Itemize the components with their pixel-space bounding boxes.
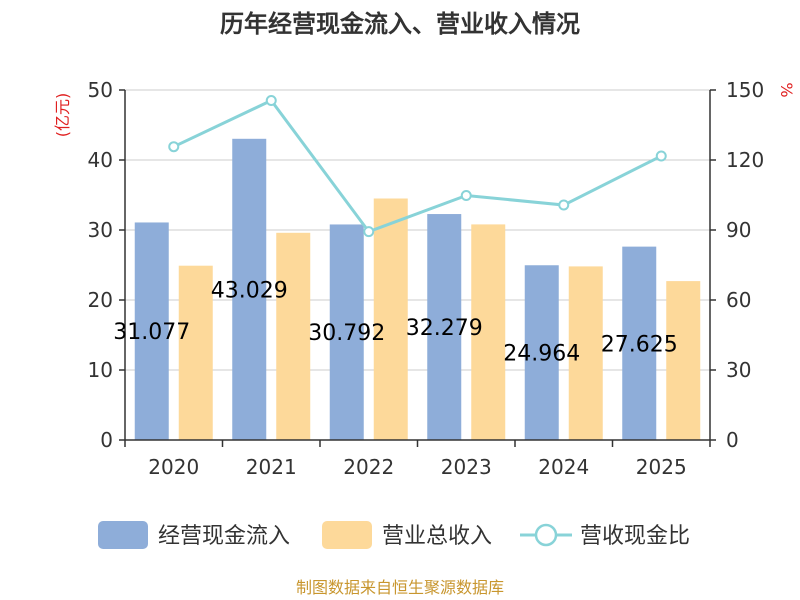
- bar-revenue: [568, 266, 603, 440]
- legend-marker: [534, 523, 558, 547]
- data-labels: 31.077 43.029 30.792 32.279 24.964 27.625: [113, 278, 677, 366]
- data-label: 31.077: [113, 320, 190, 345]
- legend-swatch: [322, 521, 372, 549]
- right-tick-label: 90: [726, 218, 751, 242]
- legend-swatch: [98, 521, 148, 549]
- x-tick-label: 2023: [441, 455, 492, 479]
- right-axis-unit: %: [777, 82, 796, 97]
- x-tick-label: 2024: [538, 455, 589, 479]
- x-tick-label: 2022: [343, 455, 394, 479]
- ratio-point: [558, 199, 570, 211]
- x-tick-label: 2021: [246, 455, 297, 479]
- left-tick-label: 0: [100, 428, 113, 452]
- gridlines: [125, 89, 710, 371]
- ratio-point: [460, 189, 472, 201]
- ratio-line: [168, 95, 667, 238]
- left-tick-label: 30: [88, 218, 113, 242]
- legend-label: 营收现金比: [580, 524, 690, 549]
- right-tick-label: 120: [726, 148, 764, 172]
- bar-revenue: [666, 281, 701, 440]
- data-label: 24.964: [503, 342, 580, 367]
- data-label: 32.279: [406, 316, 483, 341]
- chart-title: 历年经营现金流入、营业收入情况: [220, 10, 580, 38]
- data-label: 43.029: [211, 278, 288, 303]
- bar-cash-inflow: [622, 246, 657, 440]
- bar-cash-inflow: [524, 265, 559, 440]
- data-label: 27.625: [601, 332, 678, 357]
- left-tick-label: 40: [88, 148, 113, 172]
- left-tick-label: 50: [88, 78, 113, 102]
- x-tick-label: 2025: [636, 455, 687, 479]
- bar-revenue: [178, 265, 213, 440]
- right-tick-label: 30: [726, 358, 751, 382]
- right-tick-label: 0: [726, 428, 739, 452]
- left-tick-label: 20: [88, 288, 113, 312]
- ratio-point: [265, 95, 277, 106]
- source-note: 制图数据来自恒生聚源数据库: [296, 578, 504, 597]
- bar-revenue: [276, 232, 311, 440]
- bar-revenue: [471, 224, 506, 440]
- legend-label: 营业总收入: [382, 524, 492, 549]
- bar-revenue: [373, 198, 408, 440]
- ratio-point: [655, 150, 667, 162]
- right-tick-label: 150: [726, 78, 764, 102]
- legend-label: 经营现金流入: [158, 524, 290, 549]
- left-axis-unit: (亿元): [53, 93, 72, 138]
- bar-cash-inflow: [427, 214, 462, 440]
- legend: 经营现金流入 营业总收入 营收现金比: [98, 521, 690, 549]
- left-tick-label: 10: [88, 358, 113, 382]
- ratio-line-path: [173, 98, 662, 234]
- bar-cash-inflow: [232, 138, 267, 440]
- bars: [134, 138, 701, 440]
- axes: 0 10 20 30 40 50 0 30 60 90 120 150 2020 2021 2022 2023…: [88, 78, 765, 479]
- ratio-point: [363, 226, 375, 238]
- data-label: 30.792: [308, 321, 385, 346]
- x-tick-label: 2020: [148, 455, 199, 479]
- ratio-point: [168, 141, 180, 153]
- right-tick-label: 60: [726, 288, 751, 312]
- bar-cash-inflow: [134, 222, 169, 440]
- bar-cash-inflow: [329, 224, 364, 440]
